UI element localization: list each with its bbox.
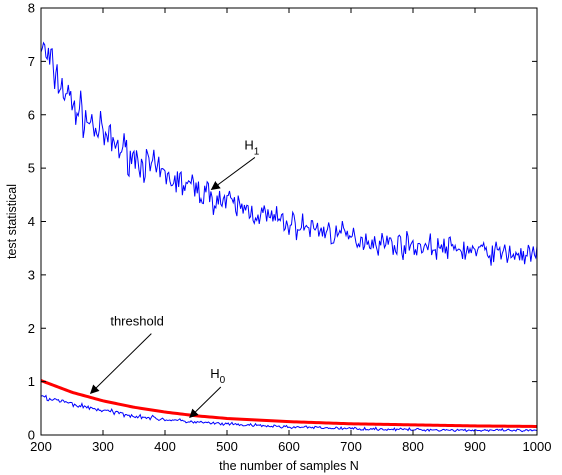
annotation-arrow — [89, 333, 152, 394]
x-tick-label: 800 — [402, 439, 424, 454]
annotation-layer: H1 threshold H0 — [89, 137, 260, 419]
y-tick-label: 6 — [28, 107, 35, 122]
series-h0-line — [40, 394, 538, 433]
y-tick-label: 7 — [28, 54, 35, 69]
y-tick-label: 0 — [28, 428, 35, 443]
y-tick-label: 5 — [28, 161, 35, 176]
annotation-arrow — [210, 157, 256, 191]
series-h1-line — [40, 41, 538, 266]
x-tick-label: 1000 — [523, 439, 552, 454]
series-layer — [40, 41, 538, 433]
y-tick-label: 4 — [28, 214, 35, 229]
x-tick-label: 700 — [340, 439, 362, 454]
series-threshold-line — [40, 379, 538, 428]
annotation-label: H0 — [210, 366, 225, 386]
annotation-arrow — [189, 386, 222, 419]
plot-frame — [40, 7, 538, 436]
x-tick-label: 500 — [216, 439, 238, 454]
annotation-label: H1 — [244, 137, 259, 157]
y-tick-label: 8 — [28, 1, 35, 16]
y-tick-label: 2 — [28, 321, 35, 336]
x-tick-label: 600 — [278, 439, 300, 454]
x-tick-label: 400 — [154, 439, 176, 454]
x-axis-title: the number of samples N — [219, 459, 359, 473]
x-tick-label: 900 — [464, 439, 486, 454]
y-axis-title: test statistical — [5, 184, 19, 259]
y-tick-label: 3 — [28, 267, 35, 282]
tick-layer: 200 300 400 500 600 700 800 900 1000 0 1 2 3 4 5 6 7 8 — [28, 1, 552, 455]
annotation-label: threshold — [110, 314, 163, 329]
y-tick-label: 1 — [28, 374, 35, 389]
x-tick-label: 200 — [30, 439, 52, 454]
x-tick-label: 300 — [92, 439, 114, 454]
